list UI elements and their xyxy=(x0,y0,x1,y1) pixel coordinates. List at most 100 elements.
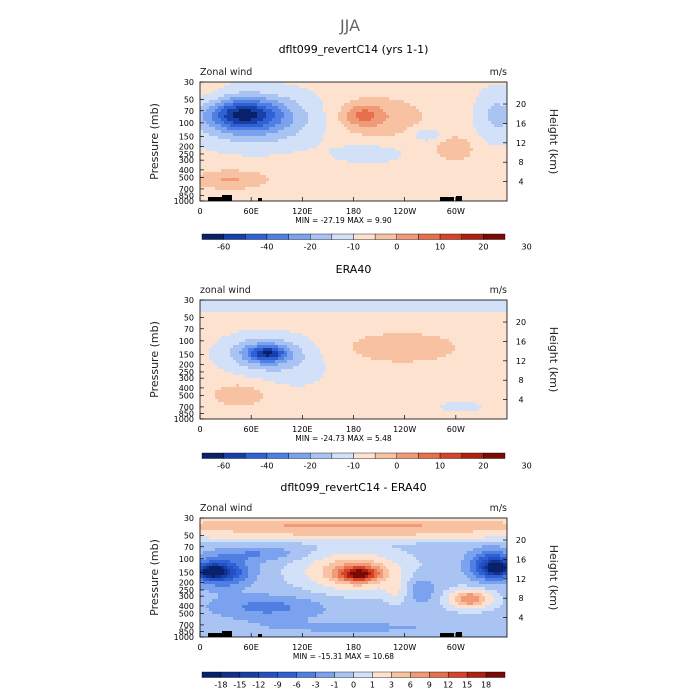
pressure-tick-label: 400 xyxy=(179,166,194,175)
pressure-tick-label: 500 xyxy=(179,391,194,400)
colorbar-swatch xyxy=(391,671,411,678)
height-axis: 4 8 12 16 20 xyxy=(503,536,526,623)
pressure-tick-label: 30 xyxy=(184,78,194,87)
longitude-tick-label: 60W xyxy=(447,207,465,216)
pressure-tick-label: 200 xyxy=(179,142,194,151)
longitude-tick-label: 60E xyxy=(244,643,259,652)
colorbar-swatch xyxy=(334,671,354,678)
pressure-tick-label: 150 xyxy=(179,569,194,578)
colorbar-tick-label: -10 xyxy=(347,243,360,252)
height-tick-label: 4 xyxy=(518,614,523,623)
height-axis-title: Height (km) xyxy=(547,545,560,611)
colorbar-tick-label: -15 xyxy=(233,681,246,690)
longitude-axis: 0 60E 120E 180 120W 60W xyxy=(197,633,465,652)
colorbar-swatch xyxy=(461,233,484,240)
colorbar-swatch xyxy=(288,452,311,459)
contour-field xyxy=(200,518,507,637)
colorbar-tick-label: -18 xyxy=(214,681,227,690)
height-tick-label: 20 xyxy=(516,536,526,545)
pressure-axis-title: Pressure (mb) xyxy=(148,321,161,398)
colorbar-swatch xyxy=(439,452,462,459)
colorbar-tick-label: 15 xyxy=(462,681,472,690)
longitude-tick-label: 180 xyxy=(346,207,361,216)
colorbar-swatch xyxy=(266,452,289,459)
pressure-tick-label: 700 xyxy=(179,185,194,194)
colorbar-tick-label: -20 xyxy=(304,462,317,471)
pressure-tick-label: 1000 xyxy=(174,415,194,424)
longitude-tick-label: 0 xyxy=(197,207,202,216)
min-max-stats: MIN = -24.73 MAX = 5.48 xyxy=(295,434,392,443)
colorbar-swatch xyxy=(372,671,392,678)
colorbar-swatch xyxy=(418,233,441,240)
height-tick-label: 20 xyxy=(516,318,526,327)
colorbar-tick-label: 12 xyxy=(443,681,453,690)
colorbar-tick-label: 9 xyxy=(427,681,432,690)
height-axis: 4 8 12 16 20 xyxy=(503,318,526,405)
colorbar-swatch xyxy=(331,233,354,240)
height-tick-label: 8 xyxy=(518,594,523,603)
contour-field xyxy=(200,82,507,201)
pressure-tick-label: 300 xyxy=(179,592,194,601)
colorbar-swatch xyxy=(353,452,376,459)
colorbar-swatch xyxy=(310,233,333,240)
pressure-tick-label: 300 xyxy=(179,374,194,383)
colorbar-swatch xyxy=(396,233,419,240)
colorbar-swatch xyxy=(296,671,316,678)
pressure-tick-label: 400 xyxy=(179,384,194,393)
height-axis-title: Height (km) xyxy=(547,327,560,393)
panel-title: ERA40 xyxy=(336,263,372,276)
longitude-tick-label: 120E xyxy=(292,207,312,216)
height-tick-label: 4 xyxy=(518,396,523,405)
colorbar-tick-label: 10 xyxy=(435,462,445,471)
pressure-axis-title: Pressure (mb) xyxy=(148,103,161,180)
colorbar-swatch xyxy=(220,671,241,678)
pressure-tick-label: 70 xyxy=(184,107,194,116)
colorbar-tick-label: 1 xyxy=(370,681,375,690)
colorbar-tick-label: -60 xyxy=(217,243,230,252)
field-label: Zonal wind xyxy=(200,503,252,514)
colorbar-swatch xyxy=(310,452,333,459)
colorbar-tick-label: 10 xyxy=(435,243,445,252)
colorbar-swatch xyxy=(374,233,397,240)
pressure-tick-label: 500 xyxy=(179,609,194,618)
colorbar-swatch xyxy=(201,452,224,459)
longitude-tick-label: 120W xyxy=(393,643,416,652)
colorbar-swatch xyxy=(374,452,397,459)
longitude-axis: 0 60E 120E 180 120W 60W xyxy=(197,415,465,434)
pressure-tick-label: 400 xyxy=(179,602,194,611)
pressure-tick-label: 200 xyxy=(179,578,194,587)
colorbar-swatch xyxy=(447,671,468,678)
figure-title: JJA xyxy=(339,16,360,35)
colorbar-tick-label: -6 xyxy=(293,681,301,690)
colorbar-swatch xyxy=(466,671,487,678)
colorbar-tick-label: 3 xyxy=(389,681,394,690)
pressure-tick-label: 850 xyxy=(179,627,194,636)
longitude-tick-label: 180 xyxy=(346,425,361,434)
colorbar-swatch xyxy=(245,233,268,240)
pressure-tick-label: 700 xyxy=(179,621,194,630)
height-tick-label: 20 xyxy=(516,100,526,109)
height-axis-title: Height (km) xyxy=(547,109,560,175)
colorbar: -60 -40 -20 -10 0 10 20 30 xyxy=(201,233,532,252)
colorbar-swatch xyxy=(410,671,430,678)
colorbar-tick-label: 0 xyxy=(394,462,399,471)
colorbar-swatch xyxy=(353,671,373,678)
colorbar-swatch xyxy=(353,233,376,240)
contour-field xyxy=(200,300,507,419)
colorbar-tick-label: -9 xyxy=(274,681,282,690)
pressure-tick-label: 700 xyxy=(179,403,194,412)
pressure-tick-label: 850 xyxy=(179,409,194,418)
height-axis: 4 8 12 16 20 xyxy=(503,100,526,187)
colorbar-swatch xyxy=(223,452,246,459)
field-label: Zonal wind xyxy=(200,67,252,78)
colorbar-tick-label: 18 xyxy=(481,681,491,690)
colorbar-swatch xyxy=(418,452,441,459)
colorbar-tick-label: -60 xyxy=(217,462,230,471)
pressure-tick-label: 200 xyxy=(179,360,194,369)
pressure-tick-label: 50 xyxy=(184,531,194,540)
colorbar-tick-label: 0 xyxy=(351,681,356,690)
